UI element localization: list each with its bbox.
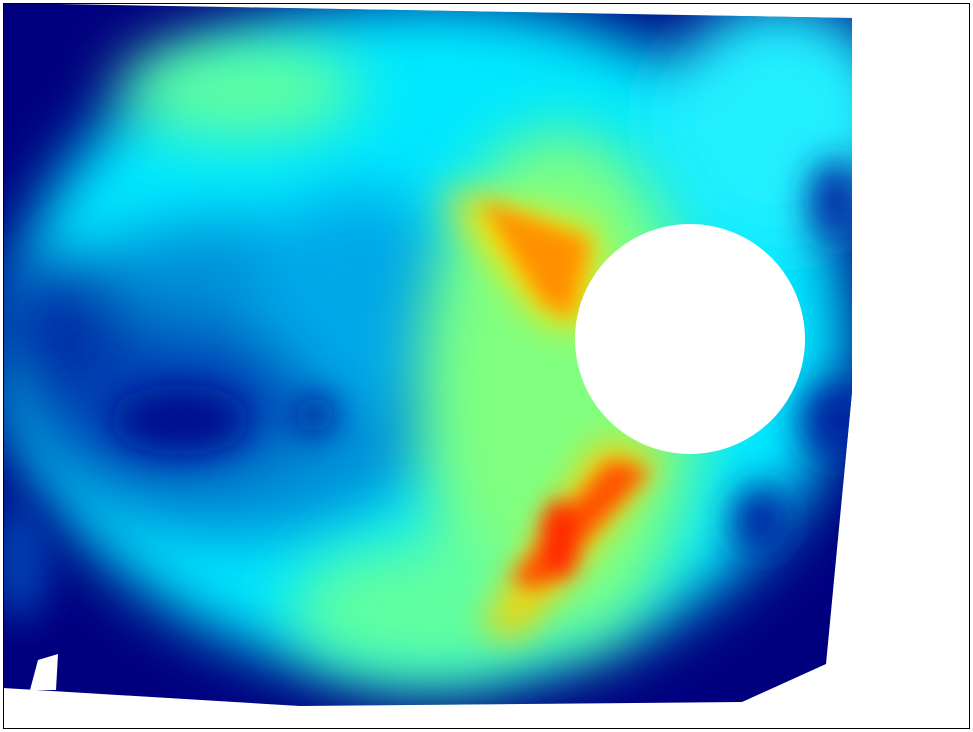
mask-spot: [30, 654, 58, 690]
frame: [3, 3, 970, 729]
mask-circle: [575, 224, 805, 454]
heatmap-layer-orange: [480, 200, 650, 590]
heatmap-layer-dark: [3, 160, 852, 620]
